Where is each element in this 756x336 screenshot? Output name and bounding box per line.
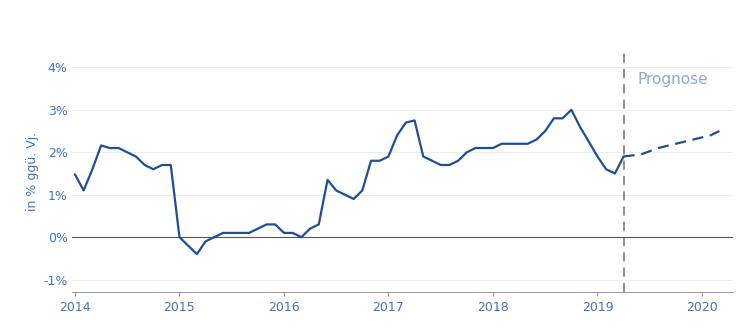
Text: INFLATION DES VERBRAUCHERPREISINDEX: INFLATION DES VERBRAUCHERPREISINDEX <box>202 17 554 32</box>
Y-axis label: in % ggü. Vj.: in % ggü. Vj. <box>26 132 39 211</box>
Text: Prognose: Prognose <box>637 72 708 87</box>
